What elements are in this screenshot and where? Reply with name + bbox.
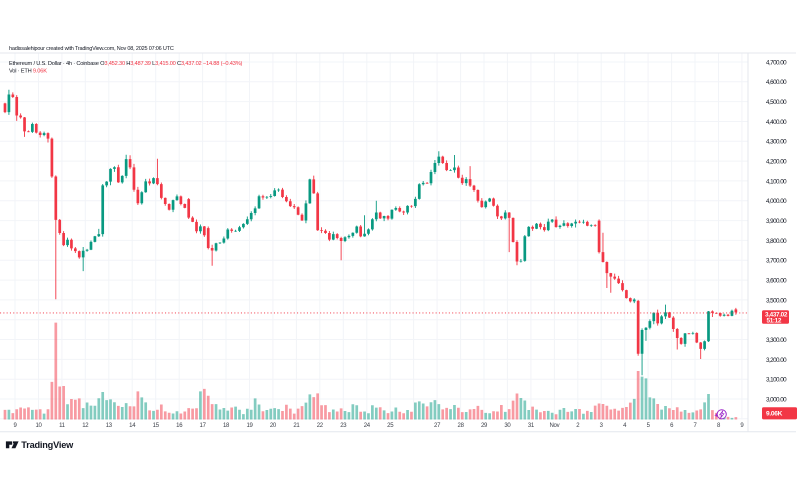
svg-text:4,100.00: 4,100.00 [766,178,787,185]
svg-text:30: 30 [504,423,511,429]
svg-text:16: 16 [176,423,183,429]
svg-text:3,700.00: 3,700.00 [766,258,787,265]
svg-text:4: 4 [623,423,627,429]
svg-text:15: 15 [153,423,160,429]
svg-text:3: 3 [600,423,604,429]
svg-text:hadissalehipour created with T: hadissalehipour created with TradingView… [9,46,174,52]
svg-text:10: 10 [35,423,42,429]
svg-text:3,100.00: 3,100.00 [766,377,787,384]
svg-text:12: 12 [82,423,89,429]
svg-text:4,500.00: 4,500.00 [766,99,787,106]
svg-text:17: 17 [200,423,207,429]
svg-text:8: 8 [717,423,721,429]
svg-text:3,200.00: 3,200.00 [766,357,787,364]
svg-text:28: 28 [458,423,465,429]
svg-text:29: 29 [481,423,488,429]
svg-text:3,600.00: 3,600.00 [766,278,787,285]
svg-text:13: 13 [106,423,113,429]
svg-text:11: 11 [59,423,66,429]
svg-text:5: 5 [647,423,651,429]
svg-text:3,000.00: 3,000.00 [766,396,787,403]
svg-text:3,900.00: 3,900.00 [766,218,787,225]
svg-text:3,800.00: 3,800.00 [766,238,787,245]
svg-text:Nov: Nov [550,423,560,429]
svg-text:20: 20 [270,423,277,429]
svg-text:14: 14 [129,423,136,429]
svg-text:4,600.00: 4,600.00 [766,79,787,86]
svg-text:4,700.00: 4,700.00 [766,59,787,66]
svg-text:18: 18 [223,423,230,429]
svg-text:51:12: 51:12 [767,317,782,324]
svg-text:24: 24 [364,423,371,429]
svg-text:9.06K: 9.06K [766,411,783,418]
svg-text:22: 22 [317,423,324,429]
svg-text:3,300.00: 3,300.00 [766,337,787,344]
svg-text:21: 21 [293,423,300,429]
svg-text:Ethereum / U.S. Dollar · 4h ·: Ethereum / U.S. Dollar · 4h · Coinbase O… [9,61,243,67]
svg-text:3,437.02: 3,437.02 [765,311,788,318]
svg-text:9: 9 [740,423,744,429]
svg-text:7: 7 [693,423,697,429]
svg-text:9: 9 [13,423,17,429]
svg-text:3,500.00: 3,500.00 [766,297,787,304]
svg-text:19: 19 [246,423,253,429]
svg-text:31: 31 [528,423,535,429]
svg-text:4,300.00: 4,300.00 [766,139,787,146]
svg-text:TradingView: TradingView [21,440,74,450]
svg-text:2: 2 [576,423,580,429]
svg-text:6: 6 [670,423,674,429]
svg-text:25: 25 [387,423,394,429]
svg-text:4,400.00: 4,400.00 [766,119,787,126]
svg-text:23: 23 [340,423,347,429]
svg-text:Vol · ETH 9.06K: Vol · ETH 9.06K [9,68,47,74]
svg-text:4,200.00: 4,200.00 [766,159,787,166]
svg-text:27: 27 [434,423,441,429]
svg-text:4,000.00: 4,000.00 [766,198,787,205]
